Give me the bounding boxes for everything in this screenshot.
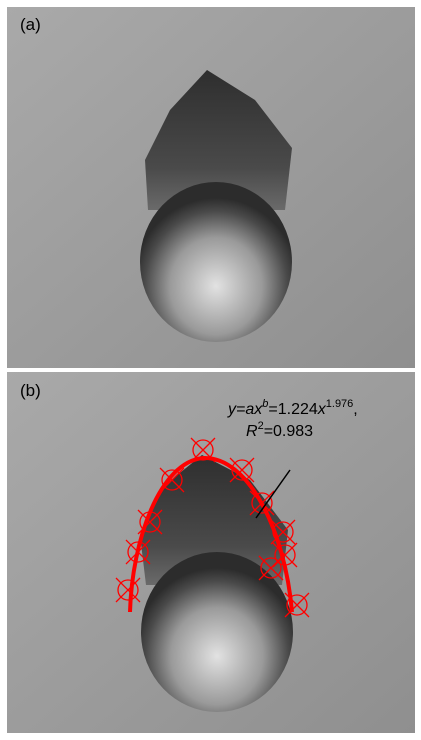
- panel-label: (a): [20, 15, 41, 34]
- eq-text: =1.224: [268, 401, 317, 418]
- droplet-body: [141, 552, 293, 712]
- eq-text: R: [246, 423, 258, 440]
- figure: (a) (b) y=axb=1.224x1.976, R2=0.983: [0, 0, 421, 740]
- eq-exponent: 1.976: [326, 398, 354, 410]
- r-squared: R2=0.983: [246, 420, 313, 440]
- eq-text: =0.983: [264, 423, 313, 440]
- eq-text: y=ax: [227, 401, 263, 418]
- eq-text: ,: [353, 401, 357, 418]
- panel-label: (b): [20, 381, 41, 400]
- panel-b: (b) y=axb=1.224x1.976, R2=0.983: [7, 372, 415, 733]
- droplet-body: [140, 182, 292, 342]
- page: {"panels": [{"label": "(a)"}, {"label": …: [0, 0, 421, 740]
- panel-a: (a): [7, 7, 415, 368]
